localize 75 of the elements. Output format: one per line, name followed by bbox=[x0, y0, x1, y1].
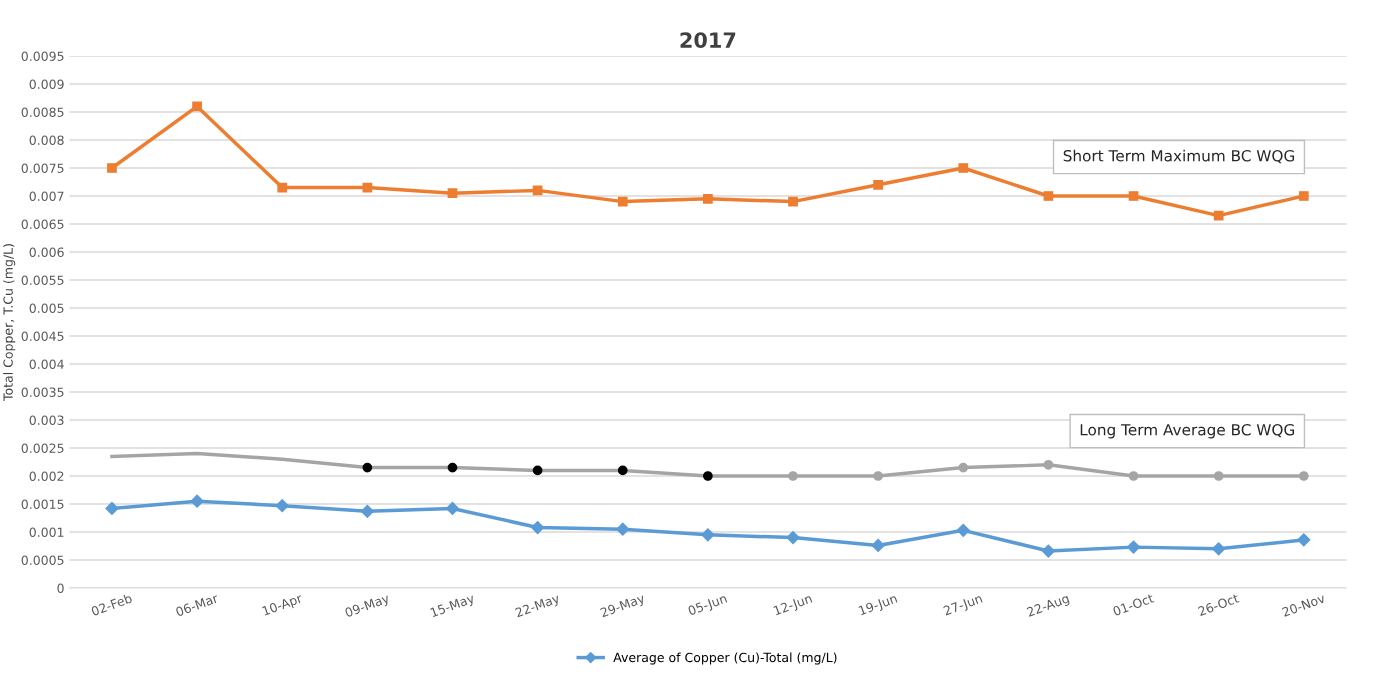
annotation: Short Term Maximum BC WQG bbox=[1063, 149, 1295, 164]
point bbox=[1298, 191, 1309, 201]
y-tick-label: 0.004 bbox=[29, 359, 64, 369]
point bbox=[786, 531, 800, 545]
y-tick-label: 0.0095 bbox=[21, 51, 64, 61]
y-tick-label: 0.0015 bbox=[21, 499, 64, 509]
point bbox=[277, 182, 288, 193]
x-tick-label: 10-Apr bbox=[261, 593, 304, 619]
point bbox=[617, 465, 628, 476]
point bbox=[873, 179, 884, 190]
point bbox=[1298, 471, 1309, 481]
y-tick-label: 0.003 bbox=[29, 415, 64, 425]
x-tick-label: 22-Aug bbox=[1026, 593, 1071, 620]
point bbox=[956, 523, 970, 537]
point bbox=[447, 188, 458, 199]
point bbox=[871, 538, 885, 553]
point bbox=[616, 522, 630, 536]
x-tick-label: 19-Jun bbox=[858, 593, 899, 618]
point bbox=[362, 462, 373, 473]
y-tick-label: 0.0045 bbox=[21, 331, 64, 341]
y-tick-label: 0.001 bbox=[29, 527, 64, 537]
y-tick-label: 0.0055 bbox=[21, 275, 64, 285]
x-tick-label: 20-Nov bbox=[1281, 593, 1326, 617]
y-axis-title: Total Copper, T.Cu (mg/L) bbox=[3, 244, 16, 402]
y-tick-label: 0.0035 bbox=[21, 387, 64, 397]
point bbox=[531, 520, 545, 535]
point bbox=[445, 501, 460, 516]
point bbox=[788, 196, 798, 207]
chart-title: 2017 bbox=[680, 32, 736, 48]
y-tick-label: 0.0065 bbox=[21, 219, 64, 229]
y-tick-label: 0.0025 bbox=[21, 443, 64, 453]
point bbox=[1126, 540, 1141, 554]
point bbox=[362, 182, 373, 193]
y-tick-label: 0.0005 bbox=[21, 555, 64, 565]
point bbox=[190, 494, 204, 508]
point bbox=[701, 528, 715, 542]
y-tick-label: 0.009 bbox=[29, 79, 64, 89]
point bbox=[1213, 471, 1224, 481]
point bbox=[1041, 544, 1055, 558]
point bbox=[1212, 542, 1226, 556]
point bbox=[1297, 533, 1311, 547]
point bbox=[275, 499, 289, 513]
point bbox=[360, 504, 374, 518]
point bbox=[1128, 191, 1139, 201]
y-tick-label: 0 bbox=[57, 583, 64, 593]
point bbox=[1043, 459, 1054, 470]
point bbox=[703, 471, 713, 481]
legend-label: Average of Copper (Cu)-Total (mg/L) bbox=[613, 652, 837, 665]
point bbox=[873, 471, 884, 481]
point bbox=[788, 471, 798, 481]
x-tick-label: 06-Mar bbox=[175, 593, 220, 617]
y-tick-label: 0.007 bbox=[29, 191, 64, 201]
point bbox=[1213, 210, 1224, 221]
annotation: Long Term Average BC WQG bbox=[1080, 423, 1295, 439]
x-tick-label: 05-Jun bbox=[687, 593, 729, 618]
point bbox=[105, 501, 119, 516]
y-tick-label: 0.005 bbox=[29, 303, 64, 313]
x-tick-label: 12-Jun bbox=[773, 593, 814, 618]
point bbox=[192, 101, 202, 112]
point bbox=[532, 465, 543, 476]
point bbox=[703, 193, 713, 204]
point bbox=[1043, 191, 1054, 201]
y-tick-label: 0.002 bbox=[29, 471, 64, 481]
x-tick-label: 27-Jun bbox=[943, 593, 984, 618]
x-tick-label: 02-Feb bbox=[90, 593, 133, 617]
point bbox=[107, 163, 117, 173]
y-tick-label: 0.0075 bbox=[21, 163, 64, 173]
point bbox=[958, 163, 969, 173]
y-tick-label: 0.008 bbox=[29, 135, 64, 145]
point bbox=[958, 462, 969, 473]
point bbox=[1128, 471, 1139, 481]
point bbox=[617, 196, 628, 207]
y-tick-label: 0.0085 bbox=[21, 107, 64, 117]
y-tick-label: 0.006 bbox=[29, 247, 64, 257]
point bbox=[447, 462, 458, 473]
